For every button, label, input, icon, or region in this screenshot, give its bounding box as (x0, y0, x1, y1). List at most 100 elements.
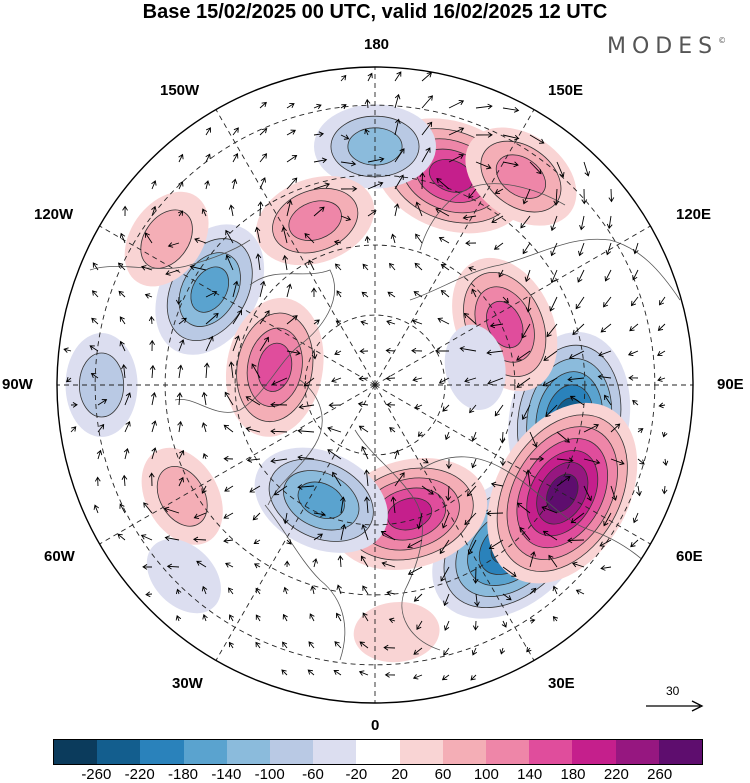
wind-vector (500, 458, 506, 467)
wind-vector (394, 148, 405, 163)
wind-vector (297, 484, 315, 490)
wind-vector (632, 512, 639, 524)
wind-vector (519, 526, 531, 541)
wind-vector (151, 447, 157, 460)
wind-vector (464, 512, 477, 526)
wind-vector (205, 335, 214, 352)
wind-vector (448, 127, 465, 136)
wind-vector (471, 458, 477, 469)
wind-vector (470, 674, 477, 681)
wind-vector (598, 350, 612, 357)
wind-vector (440, 289, 450, 298)
height-contour-line (268, 458, 374, 542)
wind-vector (281, 226, 288, 244)
wind-vector (394, 174, 404, 190)
wind-vector (223, 424, 234, 433)
wind-vector (336, 290, 342, 298)
wind-vector (164, 535, 180, 541)
wind-vector (205, 127, 211, 136)
wind-vector (662, 458, 669, 467)
wind-vector (358, 670, 369, 676)
colorbar-swatch (615, 740, 659, 764)
wind-vector (474, 593, 480, 607)
wind-vector (413, 291, 423, 298)
wind-vector (393, 449, 400, 460)
wind-vector (175, 296, 182, 305)
map-boundary (56, 66, 694, 704)
wind-vector (488, 539, 504, 549)
wind-vector (178, 210, 184, 217)
wind-vector (118, 290, 126, 298)
wind-vector (361, 445, 369, 460)
wind-vector (387, 291, 396, 298)
wind-vector (255, 641, 261, 649)
wind-vector (491, 215, 504, 223)
wind-vector (313, 157, 328, 164)
wind-vector (201, 422, 208, 433)
wind-vector (255, 253, 262, 271)
wind-vector (604, 394, 612, 406)
wind-vector (637, 458, 645, 465)
height-contour-line (78, 352, 125, 418)
wind-vector (502, 566, 517, 577)
wind-vector (259, 153, 268, 163)
wind-vector (225, 229, 234, 244)
wind-vector (520, 215, 531, 229)
wind-vector (360, 555, 369, 568)
wind-vector (630, 539, 639, 548)
colorbar-swatch (183, 740, 227, 764)
wind-vector (313, 103, 322, 110)
wind-vector (196, 560, 207, 568)
wind-vector (142, 564, 153, 570)
wind-vector (525, 296, 532, 313)
wind-vector (579, 215, 585, 231)
wind-vector (97, 423, 105, 433)
height-contour-line (387, 497, 433, 531)
reference-vector-label: 30 (666, 684, 680, 698)
wind-vector (411, 319, 423, 325)
wind-vector (465, 240, 477, 247)
height-contour-line (140, 209, 193, 269)
wind-vector (359, 641, 369, 649)
wind-vector (490, 481, 504, 488)
colorbar-tick-label: 100 (473, 766, 499, 783)
wind-vector (462, 214, 477, 221)
wind-vector (464, 377, 477, 384)
wind-vector (228, 641, 234, 649)
wind-vector (332, 471, 342, 487)
wind-vector (475, 103, 493, 110)
lon-label-120e: 120E (676, 206, 712, 223)
wind-vector (357, 401, 369, 408)
wind-vector (286, 129, 296, 136)
negative-anomaly-contour (444, 324, 506, 410)
wind-vector (335, 612, 342, 622)
wind-vector (632, 399, 639, 406)
wind-vector (307, 669, 315, 676)
wind-vector (255, 587, 261, 595)
wind-vector (475, 131, 493, 138)
wind-vector (144, 293, 153, 299)
wind-vector (63, 347, 72, 353)
wind-vector (629, 323, 639, 332)
wind-vector (205, 312, 219, 325)
colorbar-tick-label: 140 (517, 766, 543, 783)
wind-vector (286, 103, 295, 109)
wind-vector (389, 427, 396, 433)
wind-vector (516, 350, 531, 361)
meridian-line (99, 225, 376, 386)
wind-vector (363, 469, 370, 487)
wind-vector (421, 458, 429, 464)
wind-vector (90, 373, 99, 379)
wind-vector (149, 339, 156, 352)
wind-vector (414, 403, 423, 410)
wind-vector (331, 377, 342, 383)
wind-vector (327, 449, 342, 460)
wind-vector (282, 512, 289, 525)
wind-vector (416, 512, 423, 530)
wind-vector (502, 296, 509, 304)
wind-vector (143, 502, 153, 514)
wind-vector (390, 496, 397, 514)
wind-vector (552, 616, 559, 622)
wind-vector (383, 644, 396, 651)
wind-vector (416, 620, 423, 631)
